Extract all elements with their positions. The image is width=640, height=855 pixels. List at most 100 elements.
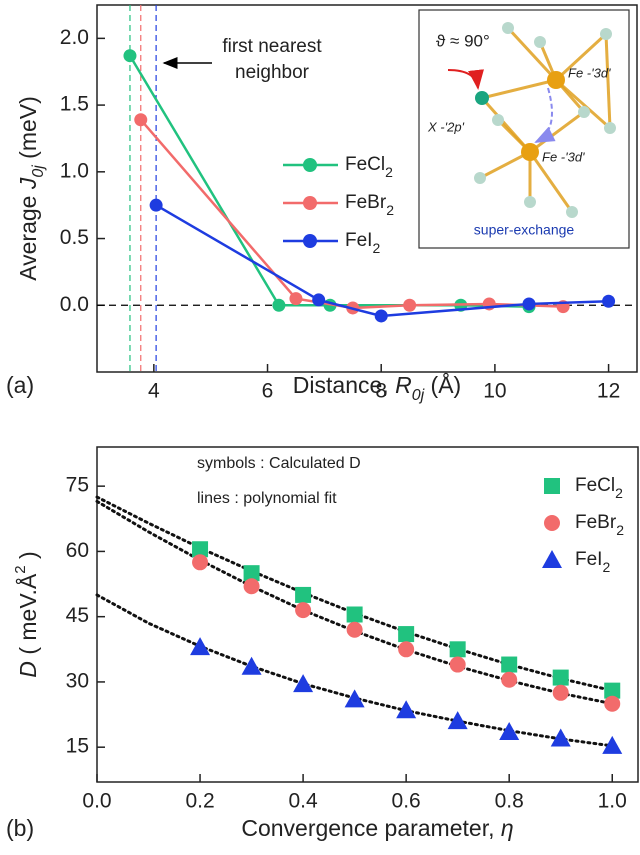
panel-label: (a) [6,372,34,398]
data-point [241,656,262,675]
annotation: lines : polynomial fit [197,490,337,507]
inset-label: Fe -'3d' [568,65,611,80]
inset-frame [418,9,630,249]
x-tick-label: 8 [375,380,387,403]
data-point [149,198,163,212]
legend-marker [542,550,562,568]
inset-bond [481,78,557,100]
data-point [123,49,137,63]
label-part: ) [15,551,41,565]
inset-caption: super-exchange [474,222,575,238]
inset-ligand [604,122,616,134]
inset-bond [506,26,558,82]
legend-label: FeBr2 [345,192,394,218]
label-part: (Å) [424,371,461,398]
data-point [604,695,621,712]
legend-marker [303,234,317,248]
inset-ligand-x [475,91,489,105]
inset-bond [528,151,574,213]
inset-bond [555,78,611,130]
data-point [374,309,388,323]
data-point [344,689,365,708]
data-point [398,641,415,658]
x-tick-label: 1.0 [598,790,627,813]
x-tick-label: 0.8 [495,790,524,813]
annotation: first nearest [222,36,322,57]
legend-label: FeI2 [575,549,610,575]
fit-line [95,495,614,693]
x-axis-label: Convergence parameter, η [241,815,513,841]
data-point [192,541,209,558]
y-tick-label: 0.5 [60,226,89,249]
legend-marker [544,515,560,531]
inset-bond [529,110,585,154]
inset-ligand [534,36,546,48]
x-tick-label: 10 [483,380,506,403]
inset-ligand [600,28,612,40]
y-tick-label: 60 [66,539,89,562]
legend-label: FeCl2 [575,475,623,501]
y-tick-label: 30 [66,669,89,692]
label-part: R [395,372,412,398]
data-point [550,728,571,747]
data-point [403,298,417,312]
label-part: 0j [30,165,47,178]
data-point [602,294,616,308]
y-tick-label: 0.0 [60,293,89,316]
y-tick-label: 15 [66,735,89,758]
data-point [312,293,326,307]
legend-label: FeCl2 [345,154,393,180]
data-point [449,656,466,673]
inset-angle: ϑ ≈ 90° [436,31,490,50]
label-part: Convergence parameter, [241,815,501,841]
inset-ligand [474,172,486,184]
series-line [139,118,564,310]
label-part: η [501,815,514,841]
data-point [396,700,417,719]
legend-marker [303,158,317,172]
annotation: symbols : Calculated D [197,455,361,472]
label-part: 2 [12,565,29,573]
data-point [243,565,260,582]
data-point [604,682,621,699]
inset-metal [521,143,539,161]
inset-arrow [534,87,556,143]
inset-label: Fe -'3d' [542,149,585,164]
x-tick-label: 12 [597,380,620,403]
y-tick-label: 2.0 [60,26,89,49]
inset-ligand [578,106,590,118]
label-part: 0j [412,387,425,404]
data-point [346,621,363,638]
label-part: ( meV.Å [14,573,41,661]
inset-bond [604,33,612,129]
annotation: neighbor [235,62,310,83]
x-tick-label: 0.2 [185,790,214,813]
legend-label: FeBr2 [575,512,624,538]
data-point [499,721,520,740]
legend-label: FeI2 [345,230,380,256]
data-point [552,684,569,701]
x-tick-label: 0.4 [288,790,318,813]
data-point [190,637,211,656]
inset-ligand [524,196,536,208]
x-tick-label: 0.0 [82,790,111,813]
data-point [398,626,415,643]
data-point [447,711,468,730]
data-point [449,641,466,658]
inset-ligand [492,114,504,126]
y-axis-label: D ( meV.Å2 ) [12,551,41,677]
inset-bond [479,150,531,180]
data-point [243,578,260,595]
inset-ligand [502,22,514,34]
data-point [134,113,148,127]
legend-marker [303,196,317,210]
x-tick-label: 0.6 [392,790,421,813]
inset-bond [480,97,532,153]
label-part: (meV) [15,96,41,165]
x-tick-label: 6 [262,380,274,403]
fit-line [95,499,614,706]
label-part: D [15,661,41,678]
data-point [293,674,314,693]
data-point [602,735,623,754]
